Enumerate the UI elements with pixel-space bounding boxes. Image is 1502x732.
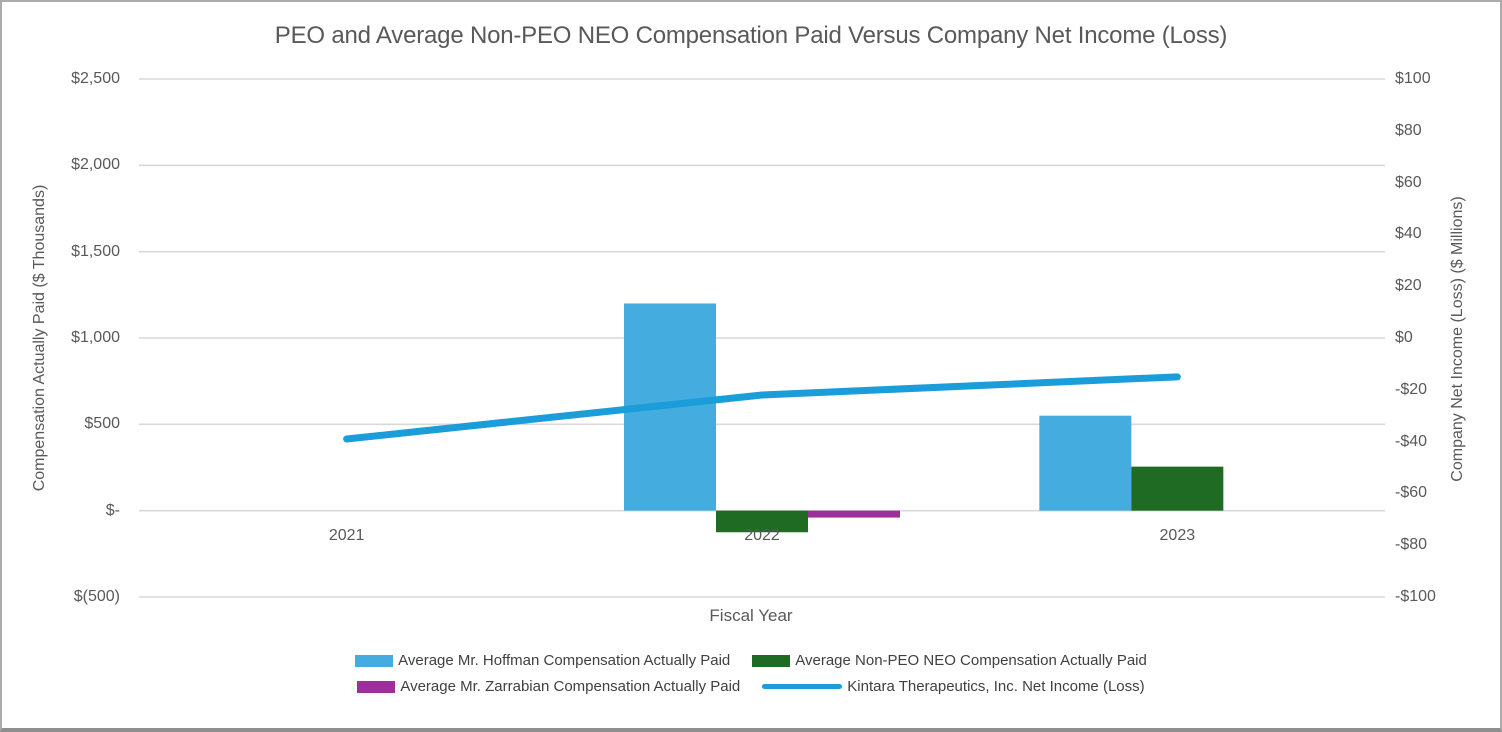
legend-item-zarrabian: Average Mr. Zarrabian Compensation Actua… [357, 678, 740, 695]
net-income-line [343, 373, 1181, 443]
legend-row-1: Average Mr. Hoffman Compensation Actuall… [355, 652, 1147, 669]
right-axis-tick: $100 [1395, 70, 1431, 87]
left-axis-tick: $(500) [73, 588, 120, 605]
bar-2022-series-2 [808, 510, 900, 518]
left-axis-tick: $1,000 [71, 329, 120, 346]
right-axis-tick: $0 [1395, 329, 1413, 346]
right-axis-tick: -$100 [1395, 588, 1436, 605]
legend-item-non-peo-neo: Average Non-PEO NEO Compensation Actuall… [752, 652, 1147, 669]
right-axis-tick: -$80 [1395, 536, 1428, 554]
legend-label: Kintara Therapeutics, Inc. Net Income (L… [847, 678, 1145, 695]
legend-label: Average Non-PEO NEO Compensation Actuall… [795, 652, 1147, 669]
left-axis-tick: $500 [84, 415, 120, 433]
hoffman-bar-swatch-icon [355, 654, 394, 667]
legend-row-2: Average Mr. Zarrabian Compensation Actua… [357, 678, 1145, 695]
right-axis-tick: -$20 [1395, 380, 1428, 398]
chart-legend: Average Mr. Hoffman Compensation Actuall… [2, 652, 1500, 695]
right-axis-tick: $40 [1395, 225, 1422, 243]
left-axis-title: Compensation Actually Paid ($ Thousands) [31, 184, 48, 492]
legend-label: Average Mr. Hoffman Compensation Actuall… [398, 652, 731, 669]
net-income-line-swatch-icon [762, 684, 843, 689]
x-axis-title: Fiscal Year [709, 606, 793, 625]
right-axis-tick: $20 [1395, 277, 1422, 295]
non-peo-neo-bar-swatch-icon [752, 654, 791, 667]
chart-title: PEO and Average Non-PEO NEO Compensation… [274, 22, 1228, 49]
category-label-2022: 2022 [744, 527, 780, 544]
zarrabian-bar-swatch-icon [357, 680, 396, 693]
right-axis-tick: $60 [1395, 173, 1422, 191]
right-axis-tick: -$40 [1395, 432, 1428, 450]
left-axis-tick: $1,500 [71, 242, 120, 260]
left-axis-tick: $2,000 [71, 156, 120, 174]
left-axis-tick: $- [105, 501, 120, 519]
legend-item-net-income: Kintara Therapeutics, Inc. Net Income (L… [762, 678, 1145, 695]
bar-2022-series-1 [716, 510, 808, 533]
bar-2023-series-1 [1131, 466, 1224, 511]
right-axis-tick: -$60 [1395, 484, 1428, 502]
right-axis-tick: $80 [1395, 121, 1422, 139]
legend-label: Average Mr. Zarrabian Compensation Actua… [400, 678, 741, 695]
legend-item-hoffman: Average Mr. Hoffman Compensation Actuall… [355, 652, 730, 669]
category-label-2021: 2021 [328, 527, 365, 544]
right-axis-title: Company Net Income (Loss) ($ Millions) [1449, 196, 1466, 482]
left-axis-tick: $2,500 [71, 70, 120, 87]
bar-2023-series-0 [1039, 415, 1132, 511]
category-label-2023: 2023 [1159, 527, 1196, 544]
